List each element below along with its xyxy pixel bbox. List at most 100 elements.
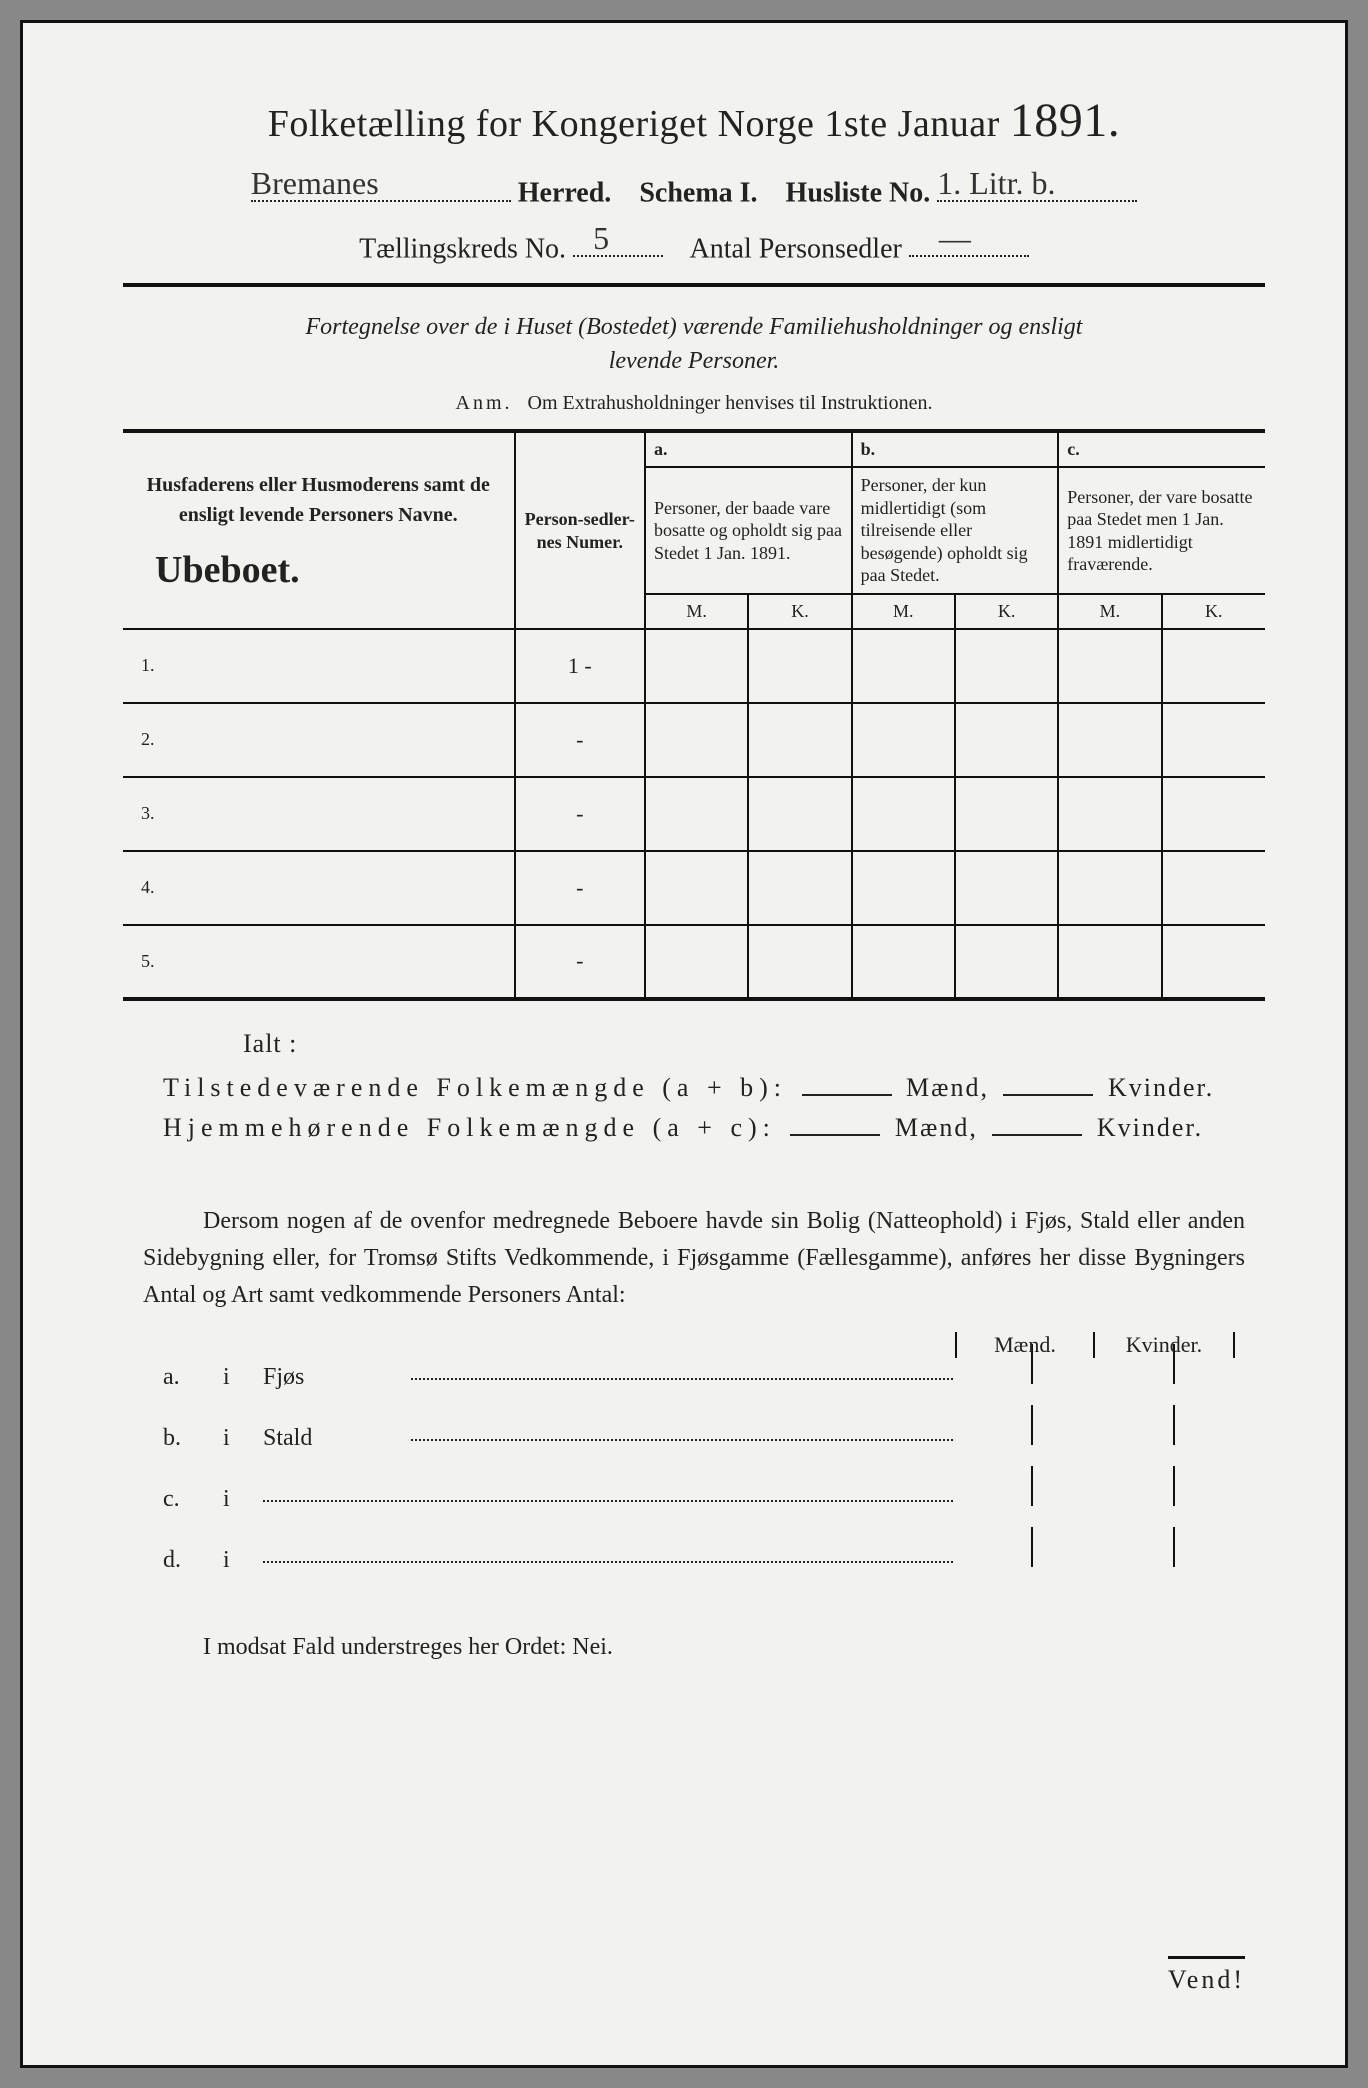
cell: [1058, 777, 1161, 851]
row-num: 5.: [123, 925, 515, 999]
building-row: c. i: [163, 1466, 1245, 1513]
cell: [955, 925, 1058, 999]
row-name: Fjøs: [263, 1364, 403, 1391]
divider-thick: [123, 283, 1265, 287]
kvinder-label: Kvinder.: [1108, 1073, 1214, 1102]
cell: [645, 629, 748, 703]
nei-line: I modsat Fald understreges her Ordet: Ne…: [203, 1634, 1265, 1661]
herred-value: Bremanes: [251, 165, 379, 202]
home-label: Hjemmehørende Folkemængde (a + c):: [163, 1113, 776, 1142]
dotted-line: [263, 1561, 953, 1563]
maend-col: Mænd.: [955, 1332, 1095, 1358]
building-row: b. i Stald: [163, 1405, 1245, 1452]
subtitle: Fortegnelse over de i Huset (Bostedet) v…: [123, 311, 1265, 378]
row-num: 2.: [123, 703, 515, 777]
mk-c-k: K.: [1162, 594, 1265, 629]
table-row: 5. -: [123, 925, 1265, 999]
cell: [645, 777, 748, 851]
row-letter: c.: [163, 1486, 223, 1513]
col-header-num: Person-sedler-nes Numer.: [515, 432, 646, 629]
cell: [955, 777, 1058, 851]
col-desc-a: Personer, der baade vare bosatte og opho…: [645, 467, 852, 594]
col-divider: [1031, 1466, 1033, 1506]
col-desc-c: Personer, der vare bosatte paa Stedet me…: [1058, 467, 1265, 594]
cell: [852, 703, 955, 777]
page-title: Folketælling for Kongeriget Norge 1ste J…: [123, 93, 1265, 148]
table-row: 2. -: [123, 703, 1265, 777]
cell: [1162, 925, 1265, 999]
antal-field: —: [909, 224, 1029, 258]
mk-a-m: M.: [645, 594, 748, 629]
herred-field: Bremanes: [251, 168, 511, 202]
cell: [748, 629, 851, 703]
census-table: Husfaderens eller Husmoderens samt de en…: [123, 431, 1265, 1001]
cell: [748, 703, 851, 777]
blank-field: [1003, 1094, 1093, 1096]
herred-label: Herred.: [518, 178, 612, 209]
row-num: 3.: [123, 777, 515, 851]
cell: [852, 777, 955, 851]
present-total-line: Tilstedeværende Folkemængde (a + b): Mæn…: [163, 1073, 1265, 1103]
row-num: 4.: [123, 851, 515, 925]
col-divider: [1031, 1527, 1033, 1567]
mk-b-k: K.: [955, 594, 1058, 629]
cell: [852, 629, 955, 703]
cell: [645, 703, 748, 777]
cell: [748, 777, 851, 851]
row-personnum: -: [515, 777, 646, 851]
anm-label: Anm.: [456, 392, 513, 414]
row-i: i: [223, 1364, 263, 1391]
vend-label: Vend!: [1168, 1956, 1245, 1995]
blank-field: [992, 1134, 1082, 1136]
cell: [1162, 851, 1265, 925]
cell: [1058, 629, 1161, 703]
maend-label: Mænd,: [906, 1073, 989, 1102]
mk-b-m: M.: [852, 594, 955, 629]
cell: [1162, 629, 1265, 703]
anm-text: Om Extrahusholdninger henvises til Instr…: [528, 392, 933, 414]
cell: [955, 629, 1058, 703]
col-desc-b: Personer, der kun midlertidigt (som tilr…: [852, 467, 1059, 594]
antal-value: —: [939, 220, 971, 257]
census-form-page: Folketælling for Kongeriget Norge 1ste J…: [20, 20, 1348, 2068]
blank-field: [790, 1134, 880, 1136]
cell: [852, 851, 955, 925]
buildings-block: Mænd.Kvinder. a. i Fjøs b. i Stald c. i: [163, 1344, 1245, 1574]
cell: [1058, 851, 1161, 925]
subtitle-line-1: Fortegnelse over de i Huset (Bostedet) v…: [306, 314, 1083, 340]
cell: [748, 925, 851, 999]
buildings-paragraph: Dersom nogen af de ovenfor medregnede Be…: [143, 1203, 1245, 1315]
anm-note: Anm. Om Extrahusholdninger henvises til …: [123, 392, 1265, 415]
row-num: 1.: [123, 629, 515, 703]
mk-c-m: M.: [1058, 594, 1161, 629]
buildings-mk-header: Mænd.Kvinder.: [955, 1332, 1235, 1358]
cell: [955, 851, 1058, 925]
row-personnum: -: [515, 703, 646, 777]
mk-a-k: K.: [748, 594, 851, 629]
row-letter: d.: [163, 1547, 223, 1574]
schema-label: Schema I.: [639, 178, 757, 209]
kvinder-col: Kvinder.: [1095, 1332, 1235, 1358]
title-year: 1891.: [1010, 94, 1121, 147]
col-divider: [1173, 1527, 1175, 1567]
dotted-line: [411, 1378, 953, 1380]
kreds-field: 5: [573, 224, 663, 258]
maend-label: Mænd,: [895, 1113, 978, 1142]
subtitle-line-2: levende Personer.: [609, 348, 780, 374]
cell: [645, 851, 748, 925]
dotted-line: [263, 1500, 953, 1502]
col-letter-c: c.: [1058, 432, 1265, 467]
ialt-label: Ialt :: [243, 1029, 1265, 1059]
cell: [1162, 777, 1265, 851]
handwritten-name: Ubeboet.: [131, 548, 506, 592]
row-i: i: [223, 1425, 263, 1452]
row-i: i: [223, 1547, 263, 1574]
building-row: d. i: [163, 1527, 1245, 1574]
present-label: Tilstedeværende Folkemængde (a + b):: [163, 1073, 787, 1102]
cell: [645, 925, 748, 999]
table-letter-row: Husfaderens eller Husmoderens samt de en…: [123, 432, 1265, 467]
table-row: 3. -: [123, 777, 1265, 851]
col-letter-b: b.: [852, 432, 1059, 467]
cell: [1058, 703, 1161, 777]
col-header-name: Husfaderens eller Husmoderens samt de en…: [123, 432, 515, 629]
